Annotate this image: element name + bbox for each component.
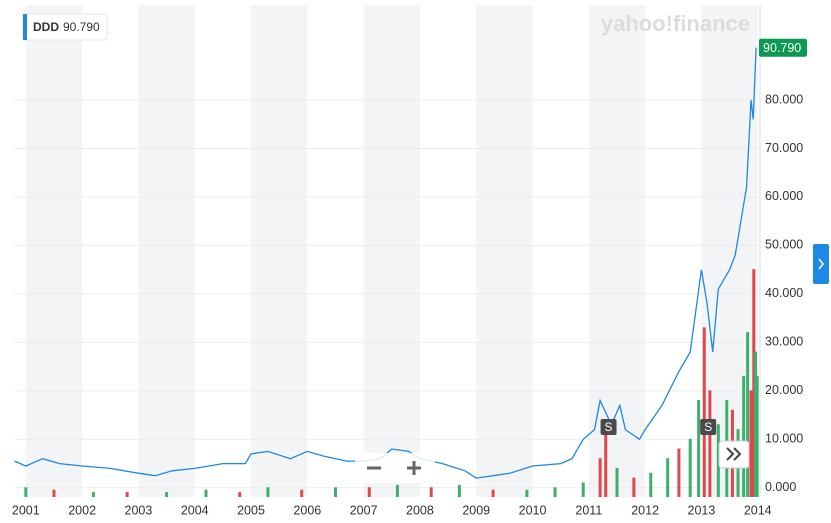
legend-badge: DDD 90.790 bbox=[22, 13, 108, 41]
volume-bar bbox=[238, 492, 242, 497]
volume-bar bbox=[604, 429, 608, 497]
volume-bar bbox=[753, 351, 757, 497]
event-marker[interactable]: S bbox=[600, 419, 617, 435]
price-line bbox=[14, 47, 757, 479]
year-band bbox=[25, 5, 83, 497]
volume-bar bbox=[742, 375, 746, 497]
volume-bar bbox=[632, 477, 636, 497]
event-label: S bbox=[605, 420, 613, 434]
x-tick-label: 2014 bbox=[744, 503, 772, 517]
y-tick-label: 50.000 bbox=[765, 238, 803, 252]
x-tick-label: 2005 bbox=[237, 503, 265, 517]
y-tick-label: 40.000 bbox=[765, 286, 803, 300]
volume-bar bbox=[165, 492, 169, 497]
volume-bar bbox=[333, 487, 337, 497]
price-line bbox=[14, 47, 757, 479]
x-tick-label: 2009 bbox=[462, 503, 490, 517]
x-tick-label: 2001 bbox=[12, 503, 40, 517]
y-tick-label: 70.000 bbox=[765, 141, 803, 155]
volume-bar bbox=[491, 489, 495, 497]
side-tab[interactable] bbox=[813, 244, 829, 284]
volume-bar bbox=[649, 472, 653, 497]
volume-bar bbox=[581, 482, 585, 497]
event-marker[interactable]: S bbox=[700, 419, 717, 435]
event-box bbox=[700, 419, 717, 435]
volume-bar bbox=[204, 489, 208, 497]
year-band bbox=[251, 5, 308, 497]
volume-bar bbox=[125, 492, 129, 497]
scroll-button[interactable] bbox=[718, 440, 750, 469]
y-tick-label: 80.000 bbox=[765, 92, 803, 106]
year-band bbox=[476, 5, 533, 497]
year-band bbox=[138, 5, 195, 497]
x-tick-label: 2004 bbox=[181, 503, 209, 517]
scroll-icon bbox=[726, 447, 742, 461]
year-band bbox=[363, 5, 420, 497]
volume-bar bbox=[716, 424, 720, 497]
x-tick-label: 2003 bbox=[125, 503, 153, 517]
side-tab-icon bbox=[818, 258, 825, 270]
year-bands bbox=[25, 5, 758, 497]
volume-bar bbox=[553, 487, 557, 497]
x-tick-label: 2011 bbox=[575, 503, 602, 517]
labels: 2001 2002 2003 2004 2005 2006 2007 2008 2009 2010… bbox=[12, 38, 807, 517]
volume-bar bbox=[598, 458, 602, 497]
year-band bbox=[588, 5, 646, 497]
scroll-box[interactable] bbox=[718, 440, 750, 469]
event-box bbox=[600, 419, 617, 435]
volume-bar bbox=[749, 390, 753, 497]
volume-bar bbox=[300, 489, 304, 497]
legend-name: DDD bbox=[33, 20, 59, 34]
badge-swatch bbox=[23, 14, 27, 40]
y-tick-label: 60.000 bbox=[765, 189, 803, 203]
volume-bar bbox=[752, 269, 756, 497]
volume-bar bbox=[755, 375, 759, 497]
volume-bar bbox=[395, 484, 399, 497]
zoom-box bbox=[355, 453, 435, 483]
volume-bar bbox=[266, 487, 270, 497]
volume-bar bbox=[24, 487, 28, 497]
x-tick-label: 2008 bbox=[406, 503, 434, 517]
volume-bar bbox=[429, 487, 433, 497]
legend-value: 90.790 bbox=[63, 20, 100, 34]
volume-bar bbox=[91, 492, 95, 497]
volume-bar bbox=[746, 332, 750, 497]
y-tick-label: 20.000 bbox=[765, 383, 803, 397]
price-tag-label: 90.790 bbox=[763, 41, 801, 55]
volume-bar bbox=[666, 458, 670, 497]
volume-bar bbox=[677, 448, 681, 497]
y-tick-label: 0.000 bbox=[765, 480, 796, 494]
volume-bar bbox=[702, 327, 706, 497]
volume-bar bbox=[367, 487, 371, 497]
volume-bar bbox=[688, 438, 692, 497]
price-tag bbox=[759, 38, 807, 57]
volume-bar bbox=[697, 400, 701, 497]
volume-bar bbox=[52, 489, 56, 497]
x-tick-label: 2007 bbox=[350, 503, 378, 517]
y-tick-label: 30.000 bbox=[765, 335, 803, 349]
volume-bar bbox=[525, 489, 529, 497]
x-tick-label: 2002 bbox=[68, 503, 96, 517]
volume-bar bbox=[615, 467, 619, 497]
x-tick-label: 2010 bbox=[519, 503, 547, 517]
zoom-controls[interactable] bbox=[355, 453, 435, 483]
side-tab-box[interactable] bbox=[813, 244, 829, 284]
x-tick-label: 2013 bbox=[688, 503, 716, 517]
y-tick-label: 10.000 bbox=[765, 432, 803, 446]
x-tick-label: 2012 bbox=[631, 503, 659, 517]
volume-bar bbox=[708, 390, 712, 497]
volume-bar bbox=[457, 484, 461, 497]
logo: yahoo!finance bbox=[601, 11, 750, 36]
grid bbox=[14, 5, 761, 497]
event-label: S bbox=[704, 420, 712, 434]
x-tick-label: 2006 bbox=[293, 503, 321, 517]
